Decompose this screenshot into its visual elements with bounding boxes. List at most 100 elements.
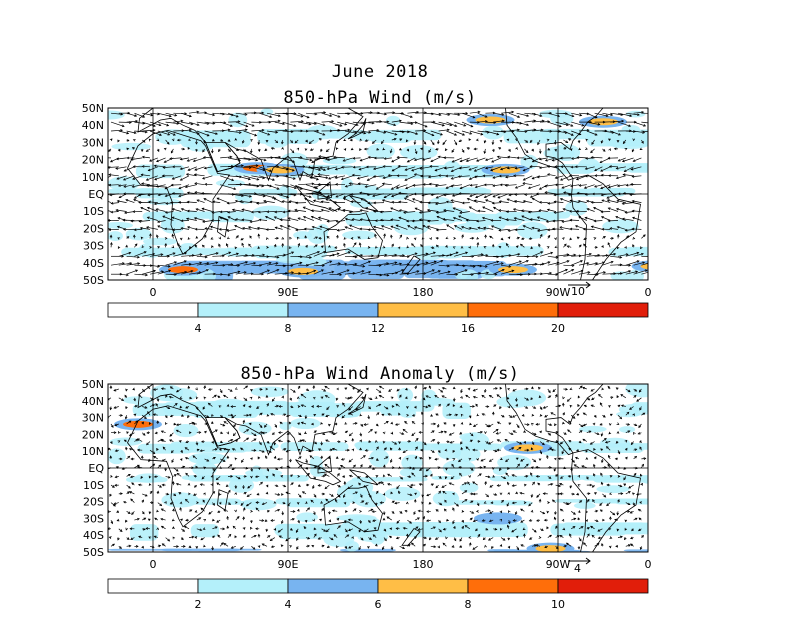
wind-vector — [116, 209, 127, 212]
shade-patch — [461, 432, 490, 451]
wind-vector — [116, 175, 127, 180]
wind-vector-head — [613, 252, 617, 256]
wind-vector-head — [632, 216, 635, 220]
wind-vector-head — [383, 131, 387, 134]
wind-vector — [500, 264, 511, 268]
landmass-outline — [317, 455, 332, 474]
wind-vector-head — [414, 151, 418, 155]
wind-vector-head — [628, 491, 631, 494]
wind-vector-head — [206, 122, 210, 125]
wind-vector-head — [553, 457, 557, 461]
wind-vector-head — [240, 503, 244, 506]
wind-vector-head — [445, 186, 449, 189]
wind-vector-head — [538, 386, 541, 390]
shade-patch — [108, 448, 126, 465]
shade-patch — [496, 395, 532, 408]
wind-vector-head — [299, 187, 303, 190]
wind-vector — [368, 457, 374, 460]
wind-vector — [231, 414, 236, 419]
wind-vector-head — [398, 216, 402, 220]
wind-vector-head — [211, 138, 215, 142]
landmass-outline — [317, 181, 332, 200]
wind-vector — [477, 264, 488, 268]
wind-vector — [449, 432, 455, 436]
wind-vector-head — [616, 184, 620, 188]
wind-vector-head — [110, 241, 113, 245]
wind-vector-head — [249, 200, 253, 204]
wind-vector — [188, 111, 199, 114]
wind-vector-head — [539, 407, 543, 411]
wind-vector-head — [483, 226, 487, 230]
wind-vector-head — [265, 228, 269, 231]
wind-vector-head — [206, 269, 210, 272]
wind-vector-head — [530, 472, 533, 476]
wind-vector-head — [548, 476, 552, 479]
wind-vector-head — [174, 261, 178, 264]
wind-vector-head — [424, 124, 428, 128]
wind-vector-head — [600, 140, 604, 144]
wind-vector-head — [570, 468, 573, 472]
wind-vector — [243, 175, 259, 181]
wind-vector-head — [376, 412, 380, 415]
wind-vector — [262, 502, 268, 505]
wind-vector — [173, 271, 187, 275]
wind-vector-head — [361, 396, 365, 400]
wind-vector-head — [137, 255, 140, 259]
wind-vector — [468, 166, 478, 171]
wind-vector — [345, 184, 353, 188]
wind-vector-head — [490, 225, 494, 228]
wind-vector — [391, 138, 397, 141]
wind-vector — [344, 263, 357, 266]
wind-vector-head — [137, 262, 141, 265]
wind-anomaly-shading — [108, 384, 648, 552]
wind-vector — [138, 394, 143, 399]
wind-vector-head — [615, 166, 619, 170]
wind-vector-head — [293, 124, 297, 127]
wind-vector — [499, 201, 509, 203]
wind-vector-head — [533, 459, 537, 463]
wind-vector-head — [276, 236, 280, 240]
wind-vector-head — [172, 228, 175, 232]
shade-patch — [369, 529, 386, 546]
wind-vector-head — [282, 501, 286, 505]
wind-vector — [508, 129, 520, 132]
wind-vector-head — [594, 174, 598, 178]
wind-vector — [335, 175, 346, 179]
wind-vector — [407, 493, 413, 496]
wind-vector-head — [474, 185, 478, 189]
wind-vector — [108, 174, 119, 177]
wind-vector — [528, 184, 541, 189]
wind-vector-head — [324, 385, 328, 389]
wind-vector — [194, 182, 205, 186]
wind-vector-head — [478, 473, 482, 476]
wind-vector — [438, 271, 451, 275]
wind-vector-head — [275, 140, 279, 144]
wind-vector-head — [238, 131, 242, 134]
wind-vector — [460, 184, 470, 189]
wind-vector-head — [586, 208, 590, 211]
wind-vector — [492, 202, 502, 204]
wind-vector-head — [382, 431, 386, 435]
wind-vector-head — [171, 208, 175, 211]
landmass-outline — [295, 185, 342, 212]
wind-vector — [176, 483, 182, 486]
wind-vector — [610, 130, 621, 136]
wind-vector-head — [196, 123, 200, 127]
wind-vector-head — [204, 182, 208, 186]
wind-vector — [204, 414, 209, 418]
shade-hotspot — [513, 444, 543, 452]
wind-vector-head — [582, 386, 586, 390]
wind-vector — [269, 446, 276, 451]
wind-vector-head — [156, 490, 160, 494]
wind-vector — [407, 111, 419, 114]
wind-vector-head — [266, 440, 270, 444]
wind-vector-head — [448, 482, 452, 485]
wind-vector — [178, 184, 190, 189]
wind-vector-head — [234, 492, 238, 495]
shade-patch — [608, 247, 648, 257]
wind-vector — [458, 458, 463, 462]
wind-vector-head — [167, 475, 171, 479]
wind-vector-head — [395, 271, 399, 275]
wind-vector-head — [484, 449, 487, 453]
wind-vector-head — [584, 216, 588, 220]
